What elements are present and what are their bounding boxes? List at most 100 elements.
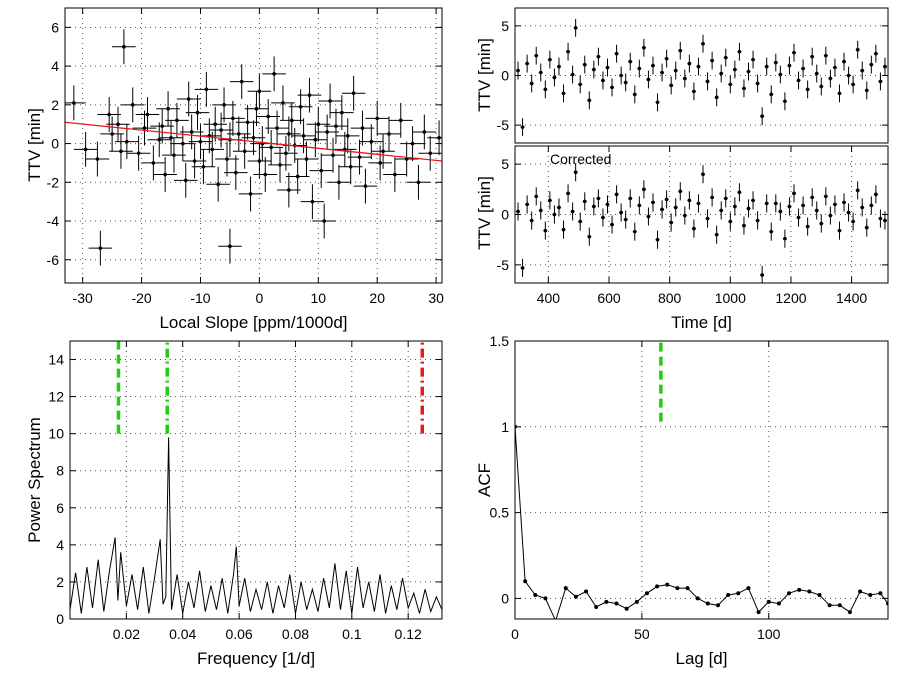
x-tick-label: 1000 bbox=[715, 290, 746, 306]
data-point bbox=[846, 66, 851, 85]
data-point bbox=[529, 74, 534, 93]
data-point bbox=[873, 185, 878, 204]
data-point bbox=[573, 594, 578, 599]
data-point bbox=[678, 41, 683, 60]
data-point bbox=[719, 201, 724, 220]
x-tick-label: 50 bbox=[634, 626, 650, 642]
data-point bbox=[347, 139, 372, 175]
data-point bbox=[660, 63, 665, 82]
data-point bbox=[147, 122, 172, 158]
data-point bbox=[573, 163, 578, 182]
data-point bbox=[741, 216, 746, 235]
data-point bbox=[827, 603, 832, 608]
data-point bbox=[516, 202, 521, 221]
x-tick-label: -10 bbox=[190, 290, 210, 306]
data-point bbox=[782, 92, 787, 111]
data-point bbox=[847, 610, 852, 615]
data-point bbox=[851, 212, 856, 231]
data-point bbox=[705, 209, 710, 228]
x-tick-label: 10 bbox=[311, 290, 327, 306]
data-point bbox=[755, 211, 760, 230]
data-point bbox=[368, 145, 392, 181]
x-tick-label: 0.12 bbox=[395, 626, 422, 642]
data-point bbox=[675, 586, 680, 591]
series-line bbox=[515, 426, 888, 619]
data-point bbox=[582, 55, 587, 74]
data-point bbox=[736, 591, 741, 596]
data-point bbox=[353, 168, 378, 204]
data-point bbox=[828, 206, 833, 225]
data-point bbox=[665, 582, 670, 587]
data-point bbox=[235, 104, 260, 140]
data-point bbox=[285, 159, 310, 194]
data-point bbox=[819, 214, 824, 233]
data-point bbox=[873, 44, 878, 63]
data-point bbox=[723, 48, 728, 67]
data-point bbox=[556, 198, 561, 217]
data-point bbox=[262, 56, 286, 92]
data-point bbox=[760, 265, 765, 283]
data-point bbox=[632, 85, 637, 104]
data-point bbox=[614, 185, 619, 204]
y-tick-label: 1 bbox=[501, 419, 509, 435]
data-point bbox=[561, 84, 566, 103]
panel-annotation: Corrected bbox=[550, 151, 611, 167]
data-point bbox=[605, 195, 610, 214]
data-point bbox=[330, 95, 354, 131]
data-point bbox=[732, 197, 737, 216]
data-point bbox=[764, 194, 769, 213]
plot-area bbox=[516, 163, 887, 283]
data-point bbox=[173, 162, 198, 198]
data-point bbox=[810, 47, 815, 66]
data-point bbox=[715, 603, 720, 608]
data-point bbox=[705, 601, 710, 606]
plot-area bbox=[65, 29, 442, 266]
data-point bbox=[529, 211, 534, 230]
data-point bbox=[224, 155, 248, 191]
data-point bbox=[778, 65, 783, 84]
data-point bbox=[746, 586, 751, 591]
data-point bbox=[277, 172, 301, 208]
y-axis-label: TTV [min] bbox=[475, 38, 494, 112]
data-point bbox=[741, 79, 746, 98]
data-point bbox=[525, 54, 530, 73]
y-tick-label: 0 bbox=[501, 68, 509, 84]
data-point bbox=[306, 106, 331, 142]
data-point bbox=[737, 183, 742, 202]
y-tick-label: 4 bbox=[51, 58, 59, 74]
data-point bbox=[614, 44, 619, 63]
data-point bbox=[669, 76, 674, 95]
data-point bbox=[338, 149, 363, 185]
data-point bbox=[383, 157, 407, 192]
y-axis-label: Power Spectrum bbox=[25, 417, 44, 543]
data-point bbox=[755, 74, 760, 93]
data-point bbox=[135, 97, 160, 132]
data-point bbox=[587, 227, 592, 246]
data-point bbox=[714, 225, 719, 244]
y-tick-label: -5 bbox=[497, 117, 510, 133]
data-point bbox=[773, 53, 778, 72]
x-tick-label: 100 bbox=[757, 626, 781, 642]
data-point bbox=[637, 59, 642, 78]
data-point bbox=[787, 591, 792, 596]
data-point bbox=[538, 63, 543, 82]
data-point bbox=[801, 59, 806, 78]
data-point bbox=[832, 195, 837, 214]
data-point bbox=[394, 141, 419, 177]
data-point bbox=[869, 55, 874, 74]
y-tick-label: 14 bbox=[48, 352, 64, 368]
y-tick-label: 5 bbox=[501, 156, 509, 172]
data-point bbox=[232, 133, 257, 169]
y-tick-label: -5 bbox=[497, 257, 510, 273]
data-point bbox=[732, 60, 737, 79]
x-tick-label: 0.02 bbox=[113, 626, 140, 642]
data-point bbox=[655, 230, 660, 249]
panel-power-spectrum: 0.02 0.04 0.06 0.08 0.1 0.12 0 2 4 6 8 10 12 14 Freque… bbox=[25, 340, 443, 668]
data-point bbox=[673, 198, 678, 217]
data-point bbox=[664, 190, 669, 209]
data-point bbox=[582, 192, 587, 211]
x-tick-label: 0 bbox=[255, 290, 263, 306]
data-point bbox=[805, 217, 810, 236]
data-point bbox=[215, 141, 239, 177]
